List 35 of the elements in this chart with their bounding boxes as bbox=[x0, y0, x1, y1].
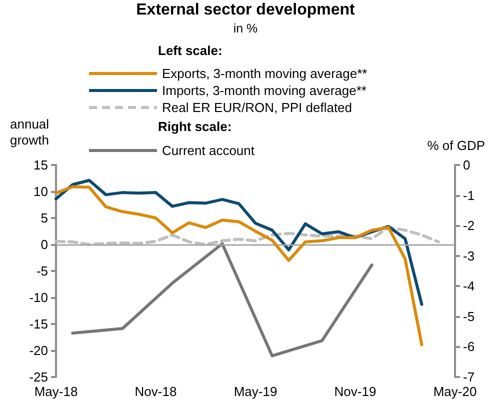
y2-tick-label: 0 bbox=[463, 158, 470, 172]
y2-tick-label: -3 bbox=[463, 248, 475, 264]
legend-label: Imports, 3-month moving average** bbox=[162, 83, 366, 98]
y2-tick-label: -7 bbox=[463, 370, 475, 384]
y-tick-label: -10 bbox=[29, 290, 48, 305]
y2-tick-label: -2 bbox=[463, 218, 475, 234]
chart-title: External sector development bbox=[136, 2, 356, 18]
y-tick-label: -20 bbox=[29, 343, 48, 358]
x-tick-label: Nov-19 bbox=[334, 384, 376, 399]
y2-tick-label: -4 bbox=[463, 278, 475, 294]
y-tick-label: -15 bbox=[29, 316, 48, 332]
y-tick-label: -25 bbox=[29, 370, 48, 384]
text: Left scale: bbox=[158, 43, 222, 58]
y-tick-label: 0 bbox=[40, 237, 48, 252]
legend-label: Exports, 3-month moving average** bbox=[162, 66, 368, 81]
x-tick-label: May-20 bbox=[433, 384, 477, 399]
y2-tick-label: -5 bbox=[463, 308, 475, 324]
y2-tick-label: -1 bbox=[463, 188, 475, 203]
y-tick-label: 15 bbox=[34, 158, 48, 172]
y-tick-label: -5 bbox=[36, 264, 48, 278]
x-tick-label: May-18 bbox=[34, 384, 78, 399]
line-series bbox=[71, 242, 374, 358]
line-series bbox=[54, 226, 440, 246]
line-series bbox=[54, 185, 424, 346]
y-axis-title: annual growth bbox=[10, 116, 53, 148]
y2-axis-title: % of GDP bbox=[427, 138, 485, 153]
y2-tick-label: -6 bbox=[463, 339, 475, 354]
y-tick-label: 5 bbox=[40, 210, 48, 226]
text: Right scale: bbox=[158, 119, 232, 134]
legend-label: Real ER EUR/RON, PPI deflated bbox=[162, 100, 352, 115]
x-tick-label: Nov-18 bbox=[134, 384, 177, 399]
legend-label: Current account bbox=[162, 143, 255, 158]
x-tick-label: May-19 bbox=[234, 384, 278, 399]
chart-subtitle: in % bbox=[233, 22, 258, 36]
y-tick-label: 10 bbox=[34, 184, 48, 199]
